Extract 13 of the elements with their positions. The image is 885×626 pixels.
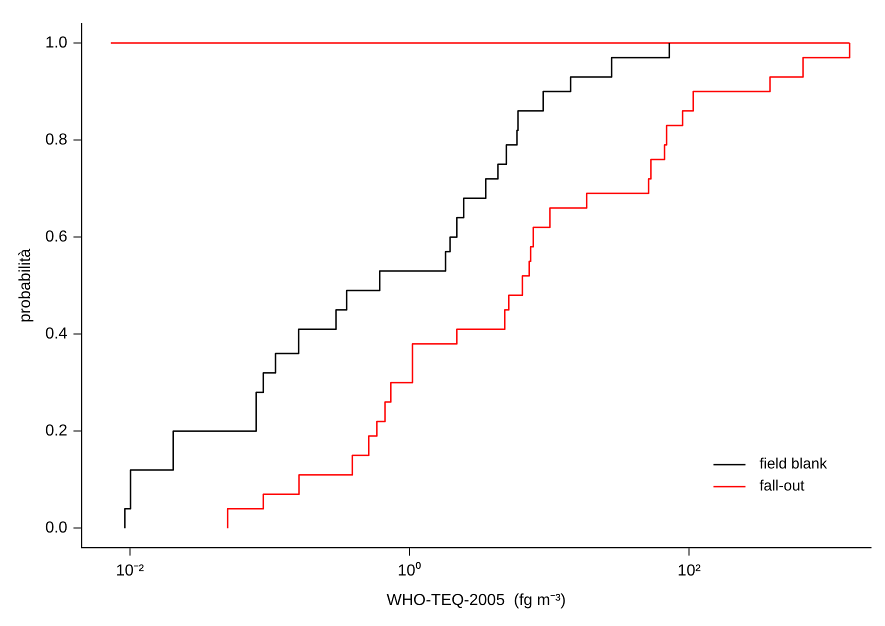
y-tick-label: 0.4 (45, 326, 68, 343)
legend-label: fall-out (759, 478, 806, 495)
x-tick-label: 10⁰ (398, 562, 422, 580)
y-tick-label: 0.8 (45, 131, 68, 148)
legend-label: field blank (759, 456, 828, 473)
x-tick-label: 10⁻² (116, 562, 145, 580)
y-axis-title: probabilità (17, 248, 34, 323)
y-tick-label: 1.0 (45, 34, 68, 52)
y-tick-label: 0.2 (45, 422, 68, 440)
y-tick-label: 0.6 (45, 228, 68, 246)
x-tick-label: 10² (678, 562, 702, 580)
y-tick-label: 0.0 (45, 520, 68, 537)
x-axis-title: WHO-TEQ-2005 (fg m⁻³) (386, 592, 566, 609)
